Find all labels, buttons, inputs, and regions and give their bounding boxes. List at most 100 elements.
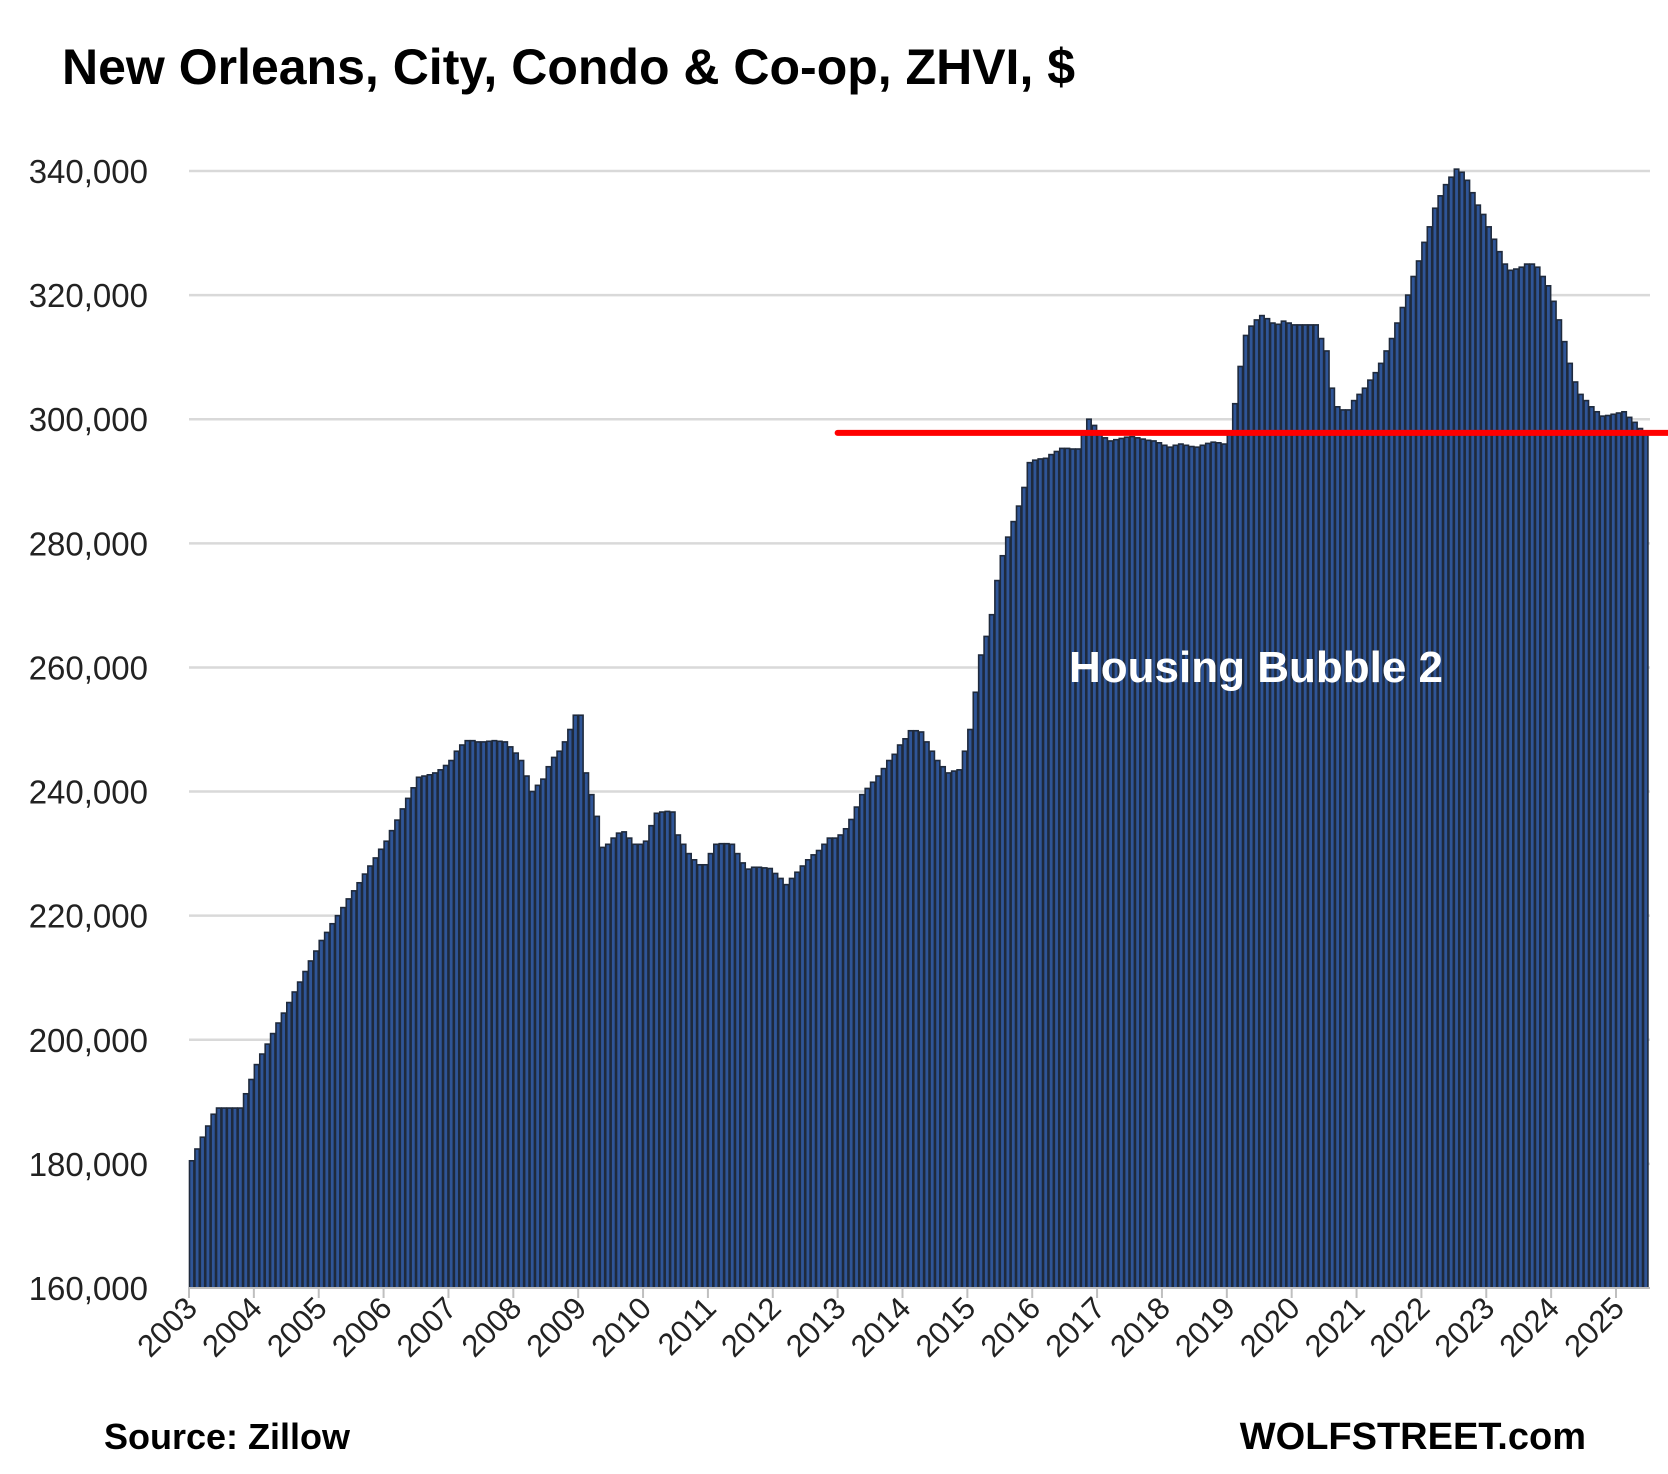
bar <box>399 808 406 1289</box>
bar <box>761 867 768 1289</box>
bar <box>1177 443 1184 1289</box>
bar <box>1102 437 1109 1289</box>
bar <box>1258 314 1265 1289</box>
bar <box>745 868 752 1289</box>
bar <box>534 784 541 1289</box>
bar <box>1150 440 1157 1289</box>
bar <box>318 939 325 1289</box>
bar <box>258 1053 265 1289</box>
bar <box>896 744 903 1289</box>
bar <box>296 981 303 1289</box>
y-tick-label: 240,000 <box>29 774 148 811</box>
bar <box>680 843 687 1289</box>
x-tick-label: 2011 <box>651 1290 723 1362</box>
bar <box>977 654 984 1289</box>
bar <box>1480 213 1487 1289</box>
bar <box>1383 350 1390 1289</box>
bar <box>253 1063 260 1289</box>
bar <box>496 740 503 1289</box>
y-tick-label: 300,000 <box>29 401 148 438</box>
bar <box>875 775 882 1289</box>
bar <box>1048 453 1055 1289</box>
bar <box>1134 437 1141 1289</box>
bar <box>248 1078 255 1289</box>
bar <box>1194 446 1201 1289</box>
bar <box>664 810 671 1289</box>
bar <box>1502 263 1509 1289</box>
bar <box>999 554 1006 1289</box>
bar <box>367 865 374 1289</box>
bar <box>313 950 320 1289</box>
bar <box>902 738 909 1289</box>
bar <box>1367 379 1374 1289</box>
x-tick-label: 2020 <box>1233 1290 1307 1364</box>
bar <box>831 837 838 1289</box>
bar <box>242 1092 249 1289</box>
bar <box>437 769 444 1289</box>
bar <box>1307 324 1314 1289</box>
bar <box>1464 179 1471 1289</box>
bar <box>1345 409 1352 1289</box>
bar <box>913 729 920 1289</box>
bar <box>599 846 606 1289</box>
bar <box>631 843 638 1289</box>
bar <box>658 811 665 1289</box>
bar <box>621 831 628 1289</box>
bar <box>485 740 492 1289</box>
bar <box>972 691 979 1289</box>
bar <box>577 714 584 1289</box>
bar <box>1053 450 1060 1289</box>
bar <box>891 753 898 1289</box>
bar <box>696 863 703 1289</box>
bar <box>1037 458 1044 1289</box>
bar <box>907 729 914 1289</box>
bar <box>1540 275 1547 1289</box>
bar <box>1226 430 1233 1289</box>
bar <box>1534 266 1541 1289</box>
bar <box>804 859 811 1289</box>
y-tick-label: 320,000 <box>29 277 148 314</box>
bar <box>604 843 611 1289</box>
bar <box>1458 171 1465 1289</box>
bar <box>1118 437 1125 1289</box>
bar <box>475 741 482 1289</box>
y-tick-label: 180,000 <box>29 1146 148 1183</box>
x-tick-label: 2015 <box>909 1290 983 1364</box>
bar <box>502 741 509 1289</box>
bar <box>1291 324 1298 1289</box>
bar <box>1091 424 1098 1289</box>
bar <box>1302 324 1309 1289</box>
bar <box>545 765 552 1289</box>
bar <box>815 849 822 1289</box>
bar <box>880 767 887 1289</box>
bar <box>961 750 968 1289</box>
bar <box>513 752 520 1289</box>
x-tick-label: 2018 <box>1103 1290 1177 1364</box>
bar <box>1004 536 1011 1289</box>
bar <box>491 739 498 1289</box>
x-tick-label: 2010 <box>584 1290 658 1364</box>
bar <box>1399 306 1406 1289</box>
bar <box>469 739 476 1289</box>
bar <box>713 843 720 1289</box>
bar <box>1415 260 1422 1289</box>
bar <box>372 857 379 1289</box>
x-tick-label: 2022 <box>1363 1290 1437 1364</box>
bar <box>194 1148 201 1289</box>
bar <box>1129 435 1136 1289</box>
bar <box>1626 416 1633 1289</box>
bar <box>637 843 644 1289</box>
bar <box>1075 448 1082 1289</box>
bar <box>777 877 784 1289</box>
bar <box>1545 285 1552 1289</box>
bar <box>1567 362 1574 1289</box>
bar <box>1031 459 1038 1289</box>
x-tick-label: 2013 <box>779 1290 853 1364</box>
bar <box>1264 317 1271 1289</box>
bar <box>848 818 855 1289</box>
bar <box>1610 413 1617 1289</box>
bar <box>718 842 725 1289</box>
bar <box>307 960 314 1289</box>
bar <box>1388 337 1395 1289</box>
bar <box>1475 204 1482 1289</box>
